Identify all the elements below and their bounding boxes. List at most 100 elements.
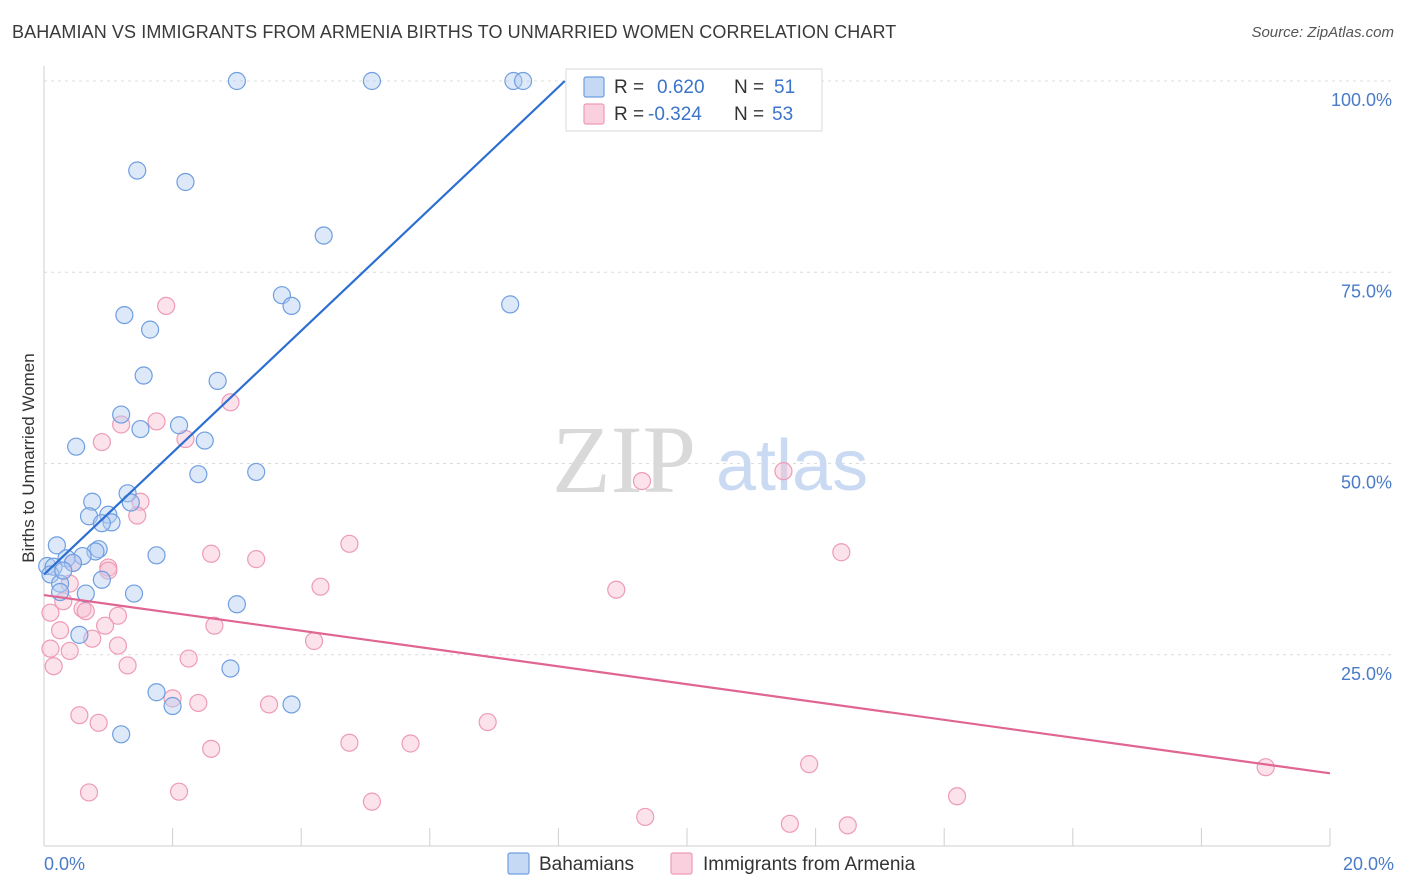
legend-swatch-bahamians — [507, 852, 530, 875]
bahamian-point-34 — [63, 553, 83, 573]
bahamian-point-2 — [504, 71, 523, 91]
stats-n-label-bahamians: N = — [734, 77, 764, 98]
watermark: ZIP atlas — [552, 406, 868, 513]
bottom-legend: Bahamians Immigrants from Armenia — [507, 852, 916, 875]
stats-swatch-armenia — [583, 103, 605, 125]
legend-label-bahamians: Bahamians — [539, 854, 634, 875]
armenia-point-36 — [163, 689, 182, 708]
bahamian-point-41 — [76, 584, 95, 603]
bahamian-point-27 — [92, 514, 111, 533]
grid-lines — [44, 80, 1392, 656]
armenia-point-23 — [41, 603, 60, 622]
armenia-point-40 — [89, 713, 108, 732]
axes — [43, 66, 1331, 847]
bahamian-point-50 — [54, 561, 73, 580]
armenia-point-22 — [76, 602, 95, 621]
armenia-point-39 — [70, 706, 89, 725]
armenia-point-32 — [60, 641, 79, 661]
tick-labels: 25.0% 50.0% 75.0% 100.0% 0.0% 20.0% — [44, 90, 1394, 874]
bahamian-point-49 — [112, 725, 131, 744]
armenia-point-53 — [838, 816, 857, 835]
stats-r-label-armenia: R = — [614, 104, 644, 125]
stats-legend: R = 0.620 N = 51 R = -0.324 N = 53 — [565, 68, 823, 132]
bahamian-point-32 — [147, 546, 166, 565]
armenia-point-7 — [774, 462, 793, 481]
bahamian-point-43 — [227, 595, 246, 614]
bahamian-point-0 — [227, 71, 246, 91]
armenia-point-35 — [118, 656, 137, 675]
stats-r-value-armenia: -0.324 — [648, 104, 702, 125]
bahamian-point-31 — [73, 546, 92, 566]
stats-swatch-bahamians — [583, 76, 605, 98]
armenia-point-38 — [259, 695, 279, 714]
armenia-point-50 — [362, 792, 382, 811]
y-tick-label-25: 25.0% — [1341, 664, 1392, 684]
armenia-point-47 — [79, 783, 99, 802]
bahamian-point-11 — [140, 320, 160, 339]
legend-label-armenia: Immigrants from Armenia — [703, 854, 916, 875]
y-tick-label-50: 50.0% — [1341, 473, 1392, 493]
armenia-point-34 — [44, 657, 63, 676]
stats-r-label-bahamians: R = — [614, 77, 644, 98]
armenia-point-3 — [112, 415, 131, 434]
armenia-point-27 — [205, 616, 224, 635]
armenia-point-11 — [202, 544, 221, 563]
armenia-point-41 — [478, 712, 497, 732]
armenia-point-6 — [632, 471, 652, 491]
bahamian-point-47 — [163, 696, 182, 716]
armenia-point-29 — [304, 631, 324, 651]
bahamian-points — [38, 71, 533, 744]
x-tick-label-min: 0.0% — [44, 854, 85, 874]
bahamian-point-17 — [195, 431, 214, 450]
y-tick-label-100: 100.0% — [1331, 90, 1392, 110]
armenia-point-45 — [800, 755, 819, 774]
bahamian-point-3 — [513, 71, 533, 91]
armenia-point-33 — [179, 649, 198, 668]
bahamian-point-9 — [501, 295, 520, 314]
armenia-point-25 — [50, 621, 70, 640]
armenia-point-19 — [607, 580, 626, 599]
bahamian-point-19 — [247, 462, 266, 482]
bahamian-trend-line — [43, 80, 566, 576]
armenia-point-13 — [247, 550, 266, 569]
armenia-point-30 — [108, 636, 128, 655]
armenia-point-43 — [401, 734, 420, 753]
armenia-point-49 — [947, 787, 967, 806]
bahamian-point-13 — [208, 371, 227, 390]
bahamian-point-39 — [92, 570, 111, 589]
armenia-trend-line — [43, 593, 1331, 775]
armenia-point-16 — [99, 561, 118, 580]
stats-n-value-armenia: 53 — [772, 104, 793, 125]
armenia-point-18 — [311, 577, 330, 596]
armenia-point-37 — [189, 693, 208, 713]
bahamian-point-29 — [89, 540, 108, 559]
bahamian-point-20 — [189, 465, 208, 484]
bahamian-point-28 — [47, 536, 66, 555]
y-tick-label-75: 75.0% — [1341, 281, 1392, 301]
bahamian-point-45 — [221, 659, 240, 678]
armenia-point-26 — [95, 616, 115, 635]
stats-r-value-bahamians: 0.620 — [657, 77, 705, 98]
bahamian-point-10 — [115, 305, 134, 325]
stats-legend-box — [565, 68, 823, 132]
armenia-point-5 — [92, 432, 111, 452]
y-axis-label: Births to Unmarried Women — [19, 353, 38, 562]
bahamian-point-15 — [131, 419, 150, 439]
bahamian-point-18 — [67, 437, 86, 456]
bahamian-point-42 — [124, 584, 144, 603]
stats-n-label-armenia: N = — [734, 104, 764, 125]
armenia-point-8 — [131, 492, 150, 511]
bahamian-point-16 — [169, 416, 189, 435]
stats-n-value-bahamians: 51 — [774, 77, 795, 98]
x-tick-label-max: 20.0% — [1343, 854, 1394, 874]
source-label: Source: ZipAtlas.com — [1251, 24, 1394, 41]
armenia-point-2 — [147, 412, 166, 431]
armenia-point-42 — [340, 733, 359, 752]
armenia-points — [41, 296, 1275, 835]
armenia-point-46 — [1256, 758, 1275, 777]
armenia-point-44 — [202, 739, 221, 758]
bahamian-point-44 — [70, 625, 89, 644]
watermark-zip: ZIP — [552, 406, 696, 513]
bahamian-point-6 — [314, 226, 333, 245]
watermark-atlas: atlas — [716, 426, 868, 506]
